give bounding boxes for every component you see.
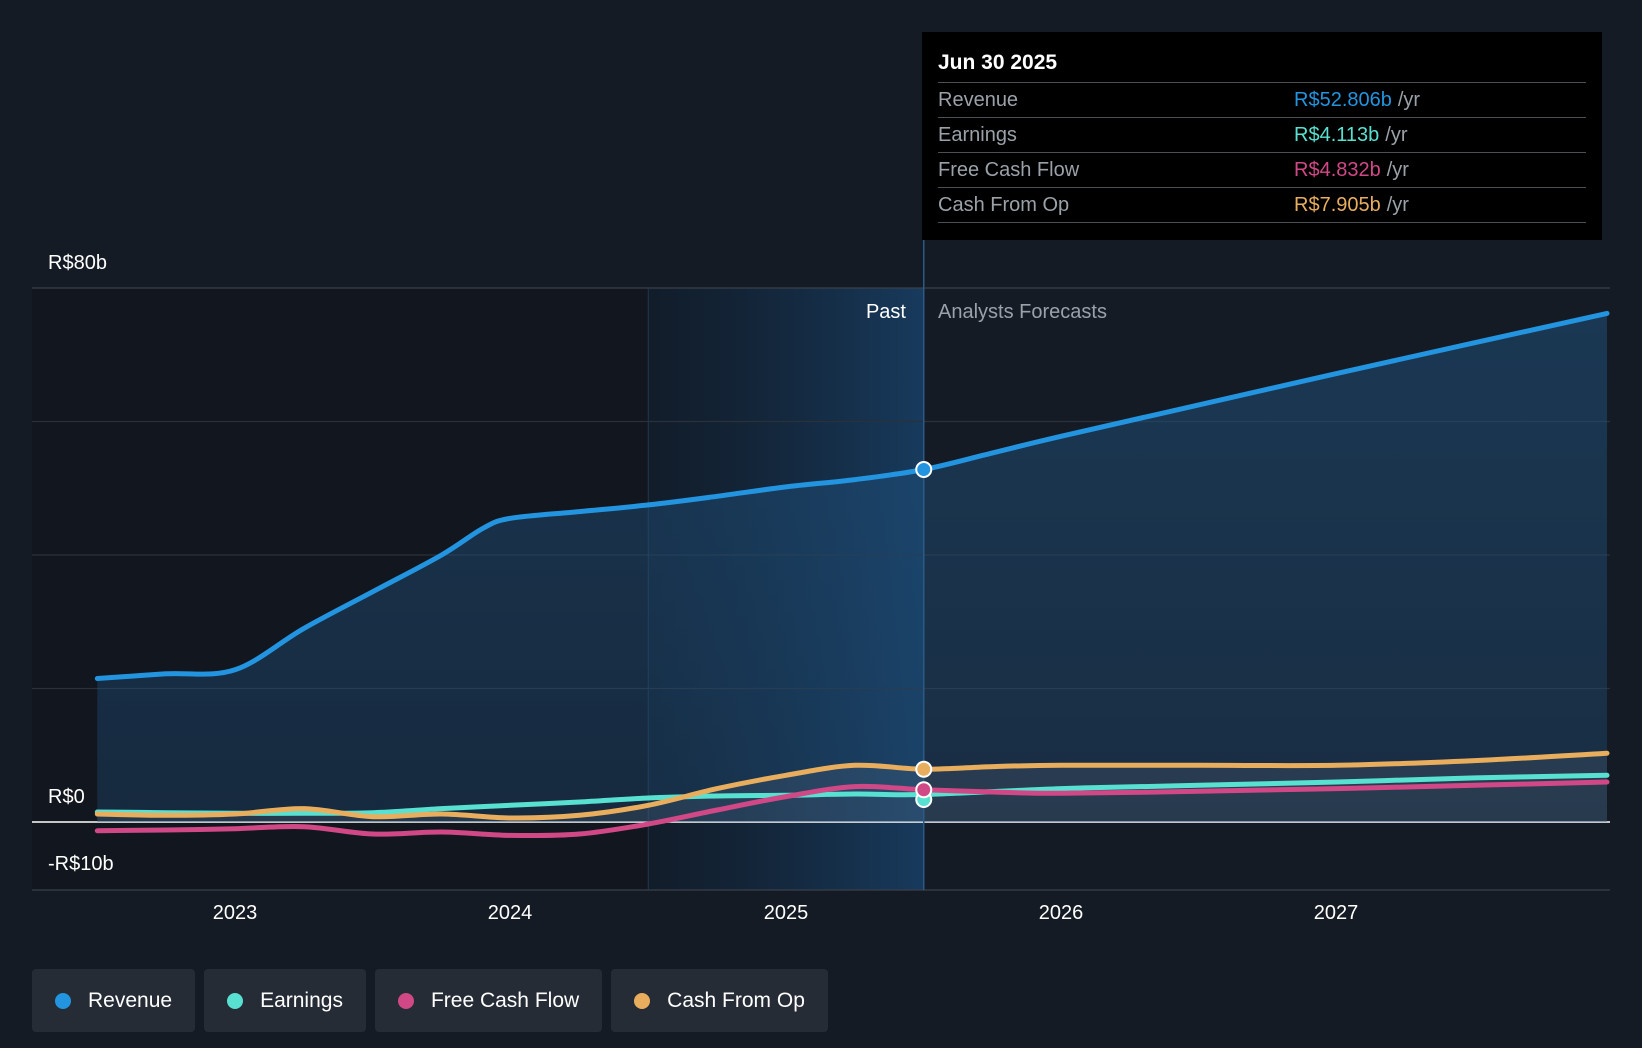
tooltip-row-earnings: Earnings R$4.113b /yr: [938, 117, 1586, 152]
legend-item-cash-from-op[interactable]: Cash From Op: [611, 969, 828, 1032]
tooltip-label: Cash From Op: [938, 194, 1070, 216]
free-cash-flow-marker: [915, 781, 933, 799]
tooltip-row-cash-from-op: Cash From Op R$7.905b /yr: [938, 187, 1586, 223]
x-tick-label: 2023: [212, 902, 258, 924]
earnings-line: [94, 772, 1610, 816]
revenue-line: [94, 310, 1610, 681]
legend-item-earnings[interactable]: Earnings: [204, 969, 366, 1032]
x-tick-label: 2026: [1038, 902, 1084, 924]
tooltip-row-revenue: Revenue R$52.806b /yr: [938, 82, 1586, 117]
tooltip-label: Revenue: [938, 89, 1019, 111]
tooltip-unit: /yr: [1385, 124, 1408, 146]
legend-label: Free Cash Flow: [430, 988, 580, 1012]
legend-label: Cash From Op: [667, 988, 805, 1012]
legend-item-free-cash-flow[interactable]: Free Cash Flow: [374, 969, 603, 1032]
hover-markers: [915, 461, 933, 809]
cash-from-op-marker: [915, 760, 933, 778]
y-tick-label: R$0: [48, 786, 85, 808]
revenue-marker: [915, 461, 933, 479]
y-tick-label: -R$10b: [48, 853, 114, 875]
y-tick-label: R$80b: [48, 252, 107, 274]
tooltip-row-free-cash-flow: Free Cash Flow R$4.832b /yr: [938, 152, 1586, 187]
tooltip-label: Free Cash Flow: [938, 159, 1080, 181]
cash-from-op-line: [94, 750, 1610, 821]
revenue-area: [97, 313, 1607, 822]
legend-dot-icon: [55, 992, 71, 1009]
tooltip-value: R$4.113b: [1294, 124, 1380, 146]
forecast-label: Analysts Forecasts: [938, 301, 1107, 323]
legend-label: Revenue: [88, 988, 173, 1012]
x-tick-label: 2024: [487, 902, 533, 924]
tooltip-unit: /yr: [1397, 89, 1421, 111]
free-cash-flow-line: [94, 779, 1610, 839]
past-label: Past: [865, 301, 906, 323]
legend-item-revenue[interactable]: Revenue: [32, 969, 196, 1032]
legend-dot-icon: [634, 992, 651, 1009]
legend-dot-icon: [227, 992, 244, 1009]
legend-label: Earnings: [260, 988, 343, 1012]
legend: Revenue Earnings Free Cash Flow Cash Fro…: [32, 969, 828, 1032]
tooltip-value: R$4.832b: [1294, 159, 1381, 181]
tooltip-value: R$52.806b: [1294, 89, 1392, 111]
x-tick-label: 2025: [763, 902, 809, 924]
tooltip-value: R$7.905b: [1294, 194, 1381, 216]
tooltip-unit: /yr: [1386, 194, 1409, 216]
tooltip-date: Jun 30 2025: [938, 51, 1058, 74]
tooltip-label: Earnings: [938, 124, 1017, 146]
tooltip-unit: /yr: [1386, 159, 1409, 181]
x-tick-label: 2027: [1313, 902, 1359, 924]
series-lines: [94, 310, 1610, 839]
legend-dot-icon: [397, 992, 414, 1009]
tooltip: Jun 30 2025 Revenue R$52.806b /yr Earnin…: [922, 32, 1602, 240]
